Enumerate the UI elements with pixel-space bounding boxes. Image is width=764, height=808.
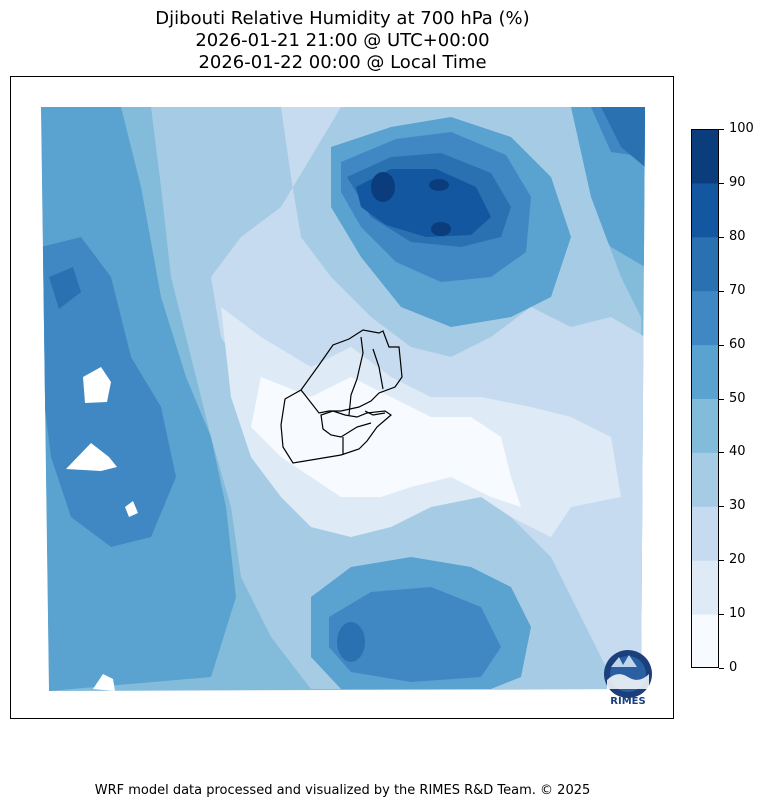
rh-band-90-100-b — [429, 179, 449, 191]
colorbar-tick-label: 20 — [729, 552, 746, 567]
rh-band-70-80-east — [601, 107, 645, 167]
colorbar-tick-label: 80 — [729, 229, 746, 244]
colorbar-swatch — [691, 506, 719, 561]
humidity-map: RIMES — [41, 107, 652, 707]
missing-data-patch — [83, 367, 111, 403]
colorbar-tick-mark — [719, 345, 724, 346]
colorbar-swatch — [691, 560, 719, 615]
colorbar-swatch — [691, 236, 719, 292]
rimes-logo: RIMES — [604, 650, 652, 707]
colorbar-tick-mark — [719, 237, 724, 238]
colorbar — [691, 129, 719, 668]
footer-credit: WRF model data processed and visualized … — [94, 783, 591, 798]
rh-band-70-80-south — [337, 622, 365, 662]
missing-data-patch — [125, 501, 138, 517]
colorbar-tick-label: 60 — [729, 337, 746, 352]
rh-band-0-10 — [251, 377, 521, 507]
colorbar-swatch — [691, 614, 719, 668]
map-subtitle-utc: 2026-01-21 21:00 @ UTC+00:00 — [195, 30, 490, 51]
colorbar-swatch — [691, 290, 719, 346]
map-title: Djibouti Relative Humidity at 700 hPa (%… — [155, 8, 530, 29]
country-border — [280, 329, 403, 464]
colorbar-tick-label: 100 — [729, 121, 754, 136]
rh-band-90-100-c — [431, 222, 451, 236]
colorbar-swatches — [691, 129, 719, 668]
colorbar-border — [691, 129, 719, 668]
colorbar-tick-label: 40 — [729, 444, 746, 459]
colorbar-tick-label: 90 — [729, 175, 746, 190]
map-subtitle-local: 2026-01-22 00:00 @ Local Time — [198, 52, 487, 73]
colorbar-tick-label: 30 — [729, 498, 746, 513]
missing-data-patch — [93, 674, 115, 691]
rh-band-60-70-south — [329, 587, 501, 682]
colorbar-swatch — [691, 344, 719, 399]
colorbar-swatch — [691, 182, 719, 238]
colorbar-swatch — [691, 398, 719, 453]
colorbar-tick-mark — [719, 399, 724, 400]
logo-text: RIMES — [610, 696, 645, 707]
colorbar-tick-mark — [719, 560, 724, 561]
colorbar-tick-mark — [719, 506, 724, 507]
map-frame: RIMES — [10, 76, 674, 719]
colorbar-tick-mark — [719, 291, 724, 292]
colorbar-tick-label: 0 — [729, 660, 738, 675]
colorbar-tick-label: 70 — [729, 283, 746, 298]
colorbar-tick-mark — [719, 452, 724, 453]
missing-data-patch — [66, 443, 117, 471]
colorbar-tick-label: 10 — [729, 606, 746, 621]
colorbar-tick-mark — [719, 614, 724, 615]
colorbar-tick-mark — [719, 668, 724, 669]
rh-band-90-100-a — [371, 172, 395, 202]
humidity-field — [41, 107, 645, 691]
colorbar-tick-mark — [719, 183, 724, 184]
colorbar-tick-label: 50 — [729, 391, 746, 406]
rh-band-70-80-west — [49, 267, 81, 309]
colorbar-swatch — [691, 452, 719, 507]
colorbar-tick-mark — [719, 129, 724, 130]
colorbar-swatch — [691, 129, 719, 184]
